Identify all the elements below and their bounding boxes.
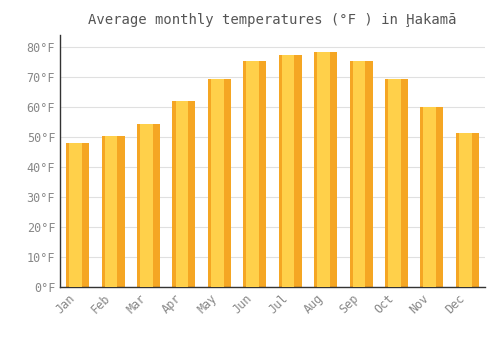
FancyBboxPatch shape xyxy=(385,78,408,287)
FancyBboxPatch shape xyxy=(278,55,301,287)
FancyBboxPatch shape xyxy=(211,78,224,287)
FancyBboxPatch shape xyxy=(424,107,436,287)
FancyBboxPatch shape xyxy=(137,124,160,287)
FancyBboxPatch shape xyxy=(176,101,188,287)
FancyBboxPatch shape xyxy=(456,133,479,287)
FancyBboxPatch shape xyxy=(104,135,118,287)
FancyBboxPatch shape xyxy=(282,55,294,287)
FancyBboxPatch shape xyxy=(352,61,366,287)
FancyBboxPatch shape xyxy=(102,135,124,287)
FancyBboxPatch shape xyxy=(246,61,259,287)
Title: Average monthly temperatures (°F ) in Ḩakamā: Average monthly temperatures (°F ) in Ḩa… xyxy=(88,13,457,27)
FancyBboxPatch shape xyxy=(140,124,153,287)
FancyBboxPatch shape xyxy=(314,51,337,287)
FancyBboxPatch shape xyxy=(208,78,231,287)
FancyBboxPatch shape xyxy=(317,51,330,287)
FancyBboxPatch shape xyxy=(244,61,266,287)
FancyBboxPatch shape xyxy=(66,143,89,287)
FancyBboxPatch shape xyxy=(459,133,471,287)
FancyBboxPatch shape xyxy=(388,78,400,287)
FancyBboxPatch shape xyxy=(350,61,372,287)
FancyBboxPatch shape xyxy=(420,107,444,287)
FancyBboxPatch shape xyxy=(172,101,196,287)
FancyBboxPatch shape xyxy=(70,143,82,287)
